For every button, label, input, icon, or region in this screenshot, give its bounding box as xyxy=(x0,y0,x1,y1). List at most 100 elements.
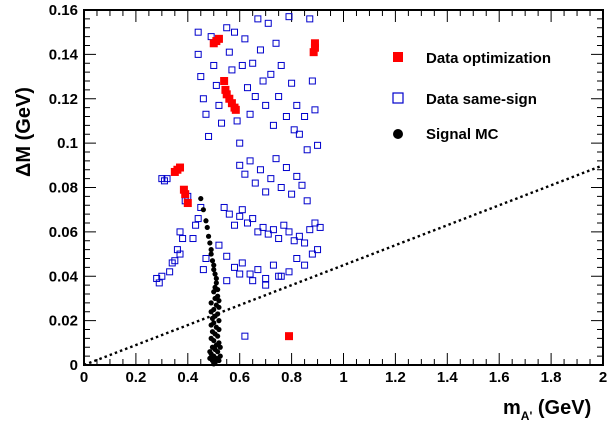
y-tick-label: 0.14 xyxy=(49,46,79,63)
point-data-same-sign xyxy=(256,166,264,174)
point-data-same-sign xyxy=(254,266,262,274)
point-data-same-sign xyxy=(233,117,241,125)
x-tick-label: 0 xyxy=(80,369,88,386)
point-signal-mc xyxy=(213,342,219,348)
point-data-same-sign xyxy=(166,268,174,276)
point-signal-mc xyxy=(203,218,209,224)
point-data-optimization xyxy=(220,77,229,85)
point-data-same-sign xyxy=(259,77,267,85)
point-data-same-sign xyxy=(236,139,244,147)
point-data-same-sign xyxy=(202,255,210,262)
point-data-same-sign xyxy=(290,237,298,245)
point-data-same-sign xyxy=(295,130,303,138)
point-data-same-sign xyxy=(215,101,223,109)
x-axis-title-main: m xyxy=(503,397,521,419)
point-signal-mc xyxy=(200,207,206,213)
y-tick-label: 0 xyxy=(70,357,78,374)
data-markers xyxy=(153,13,324,367)
series-signal-mc xyxy=(198,195,223,367)
x-tick-label: 0.2 xyxy=(125,369,146,386)
point-data-same-sign xyxy=(236,161,244,169)
point-data-same-sign xyxy=(272,155,280,163)
x-tick-label: 2 xyxy=(599,369,607,386)
point-data-same-sign xyxy=(249,277,257,285)
point-data-same-sign xyxy=(303,197,311,205)
point-data-optimization xyxy=(231,105,240,114)
x-tick-label: 0.4 xyxy=(177,369,199,386)
series-data-same-sign xyxy=(153,13,324,340)
x-axis-title: mA' (GeV) xyxy=(503,397,591,423)
point-signal-mc xyxy=(205,233,212,239)
point-data-same-sign xyxy=(218,119,226,127)
x-tick-label: 1 xyxy=(339,369,347,386)
point-signal-mc xyxy=(204,224,210,231)
point-data-same-sign xyxy=(238,206,246,214)
point-signal-mc xyxy=(213,275,219,282)
point-data-same-sign xyxy=(293,255,301,262)
point-signal-mc xyxy=(198,195,204,202)
point-data-same-sign xyxy=(285,13,293,21)
point-data-same-sign xyxy=(199,266,207,274)
point-signal-mc xyxy=(215,333,221,339)
point-data-same-sign xyxy=(288,79,296,87)
point-data-same-sign xyxy=(158,272,166,280)
point-data-same-sign xyxy=(282,113,290,120)
point-data-same-sign xyxy=(262,188,270,196)
point-signal-mc xyxy=(208,322,214,328)
point-signal-mc xyxy=(208,251,214,257)
point-data-same-sign xyxy=(314,246,322,254)
point-data-same-sign xyxy=(223,24,231,32)
x-axis-title-unit: (GeV) xyxy=(532,397,591,419)
point-data-same-sign xyxy=(293,101,301,109)
point-data-same-sign xyxy=(179,235,187,243)
point-data-same-sign xyxy=(202,110,210,118)
point-data-same-sign xyxy=(176,228,184,236)
point-data-same-sign xyxy=(238,61,246,69)
point-data-same-sign xyxy=(254,228,262,236)
point-data-optimization xyxy=(310,39,319,48)
point-data-same-sign xyxy=(231,28,239,36)
series-data-optimization xyxy=(170,34,319,341)
point-data-same-sign xyxy=(223,252,231,260)
point-data-same-sign xyxy=(192,221,200,229)
x-tick-label: 1.6 xyxy=(489,369,510,386)
point-data-same-sign xyxy=(241,35,249,43)
x-tick-label: 1.4 xyxy=(437,369,459,386)
point-data-same-sign xyxy=(163,175,171,183)
point-data-optimization xyxy=(214,34,223,43)
point-data-same-sign xyxy=(231,263,239,271)
x-axis-title-subscript: A' xyxy=(521,409,533,423)
point-data-optimization xyxy=(227,99,236,108)
legend-marker-signal-mc xyxy=(393,129,403,139)
point-data-optimization xyxy=(225,94,234,103)
point-data-same-sign xyxy=(236,270,244,278)
y-tick-label: 0.1 xyxy=(57,135,78,152)
point-signal-mc xyxy=(215,349,221,355)
point-data-same-sign xyxy=(194,50,202,58)
point-signal-mc xyxy=(216,318,222,324)
point-signal-mc xyxy=(211,266,217,273)
point-signal-mc xyxy=(216,326,222,333)
point-data-same-sign xyxy=(269,121,277,129)
point-signal-mc xyxy=(209,258,216,264)
point-data-same-sign xyxy=(171,257,179,265)
point-data-same-sign xyxy=(210,61,218,69)
point-data-same-sign xyxy=(277,184,285,191)
point-data-same-sign xyxy=(223,277,231,285)
legend-marker-data-same-sign xyxy=(392,92,404,104)
point-signal-mc xyxy=(208,247,214,253)
point-data-same-sign xyxy=(256,46,264,54)
point-signal-mc xyxy=(208,300,214,306)
y-tick-label: 0.06 xyxy=(49,224,78,241)
point-data-same-sign xyxy=(215,241,223,249)
point-data-same-sign xyxy=(301,113,309,120)
point-data-same-sign xyxy=(267,175,275,183)
y-tick-label: 0.16 xyxy=(49,2,78,19)
point-data-same-sign xyxy=(251,179,259,187)
point-data-same-sign xyxy=(301,239,309,247)
point-data-same-sign xyxy=(311,219,319,227)
point-data-same-sign xyxy=(259,223,267,231)
point-data-same-sign xyxy=(314,141,322,149)
reference-line-group xyxy=(83,164,604,367)
